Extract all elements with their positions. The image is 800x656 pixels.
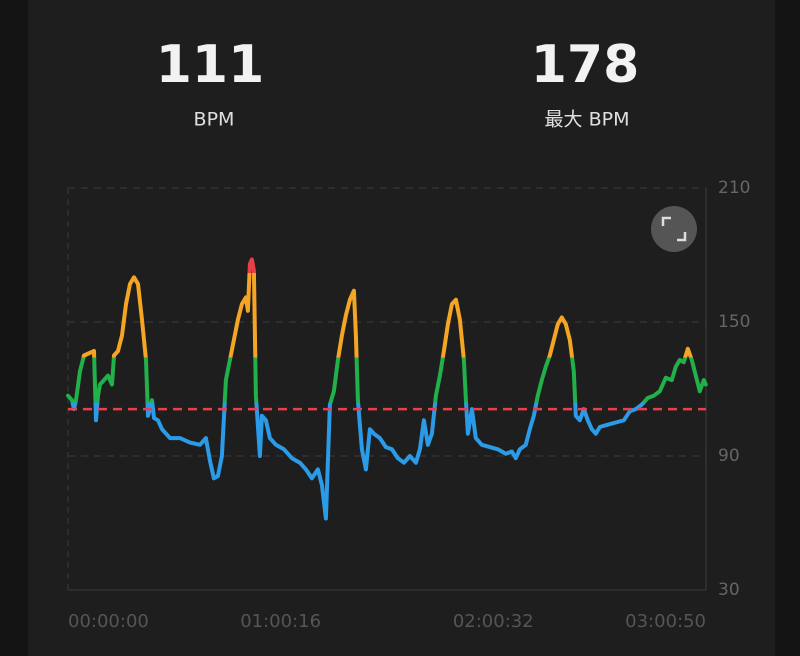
y-tick-label: 30 — [718, 580, 740, 600]
y-tick-label: 150 — [718, 312, 750, 332]
max-value: 178 — [531, 35, 640, 95]
avg-label: BPM — [194, 109, 235, 131]
max-label: 最大 BPM — [545, 109, 630, 131]
expand-circle[interactable] — [651, 206, 697, 252]
expand-icon[interactable] — [661, 216, 687, 242]
x-tick-label: 01:00:16 — [240, 611, 321, 632]
x-tick-label: 02:00:32 — [453, 611, 534, 632]
x-tick-label: 03:00:50 — [625, 611, 706, 632]
avg-value: 111 — [156, 35, 265, 95]
expand-button[interactable] — [651, 206, 697, 252]
y-tick-label: 90 — [718, 446, 740, 466]
heart-rate-line — [66, 257, 708, 521]
x-tick-label: 00:00:00 — [68, 611, 149, 632]
y-tick-label: 210 — [718, 178, 750, 198]
panel — [28, 0, 775, 656]
